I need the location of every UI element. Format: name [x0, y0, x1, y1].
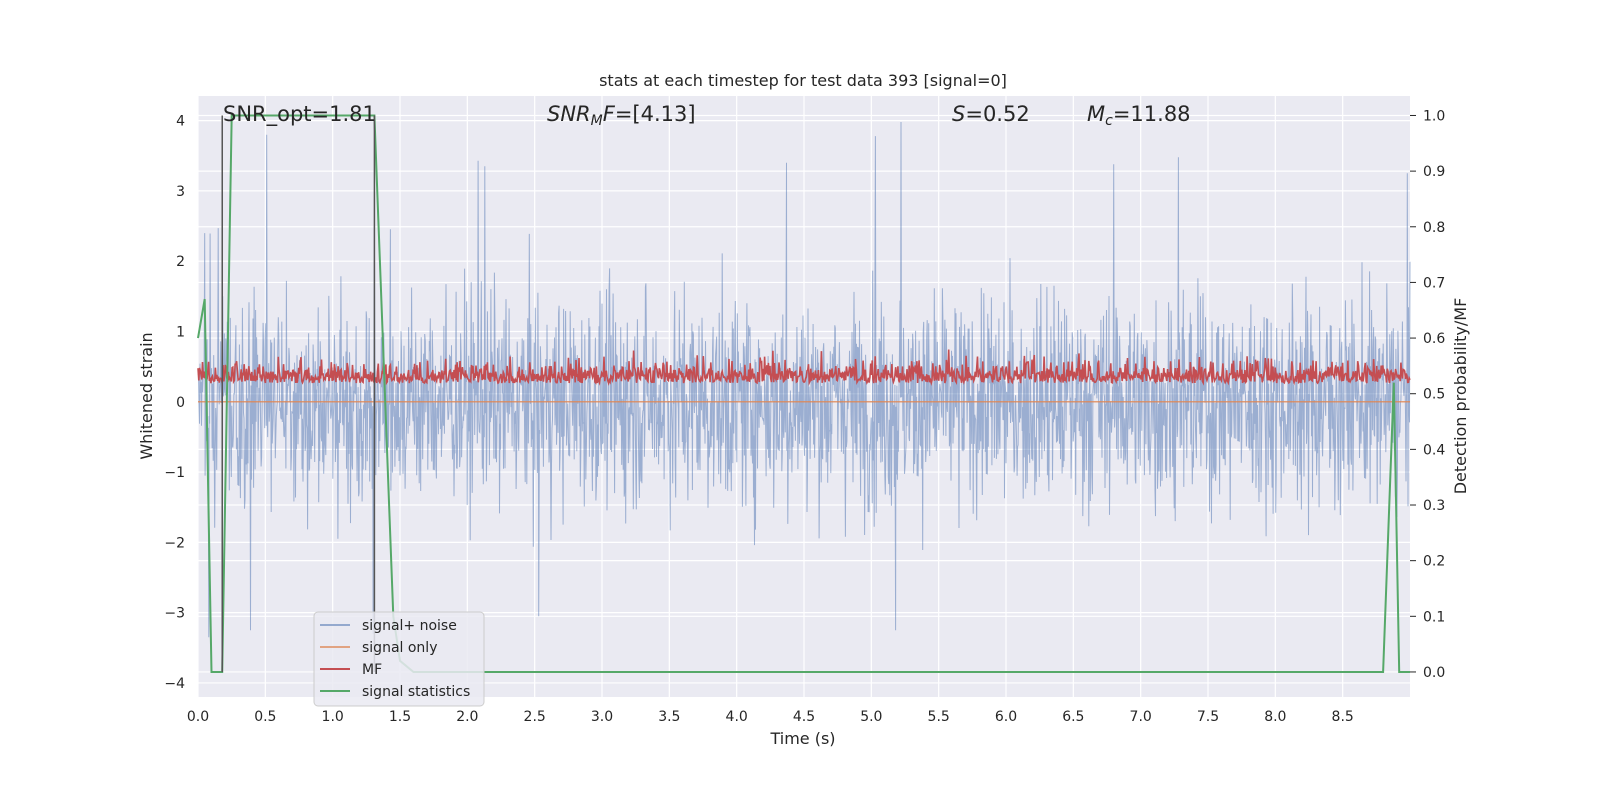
y2-axis-label: Detection probability/MF — [1451, 298, 1470, 495]
y2-tick-label: 0.3 — [1423, 498, 1445, 514]
series-mf — [197, 349, 1411, 387]
y2-tick-label: 1.0 — [1423, 108, 1445, 124]
y2-tick-label: 0.0 — [1423, 665, 1445, 681]
x-tick-label: 0.0 — [187, 709, 209, 725]
y-tick-label: 2 — [176, 254, 185, 270]
y-tick-label: −1 — [164, 465, 185, 481]
x-tick-label: 0.5 — [254, 709, 276, 725]
x-tick-label: 6.5 — [1062, 709, 1084, 725]
legend-box — [313, 611, 485, 707]
y2-tick-label: 0.2 — [1423, 554, 1445, 570]
x-tick-label: 7.5 — [1197, 709, 1219, 725]
x-tick-label: 5.0 — [860, 709, 882, 725]
signal-noise-line — [197, 121, 1411, 638]
x-tick-label: 6.0 — [995, 709, 1017, 725]
x-tick-label: 8.0 — [1264, 709, 1286, 725]
chart-title: stats at each timestep for test data 393… — [599, 71, 1007, 90]
x-tick-label: 2.5 — [524, 709, 546, 725]
annotation-mc-value: =11.88 — [1113, 102, 1191, 126]
annotation-s-value: =0.52 — [965, 102, 1029, 126]
x-tick-label: 1.0 — [322, 709, 344, 725]
x-tick-label: 4.0 — [726, 709, 748, 725]
legend-entry-signal-noise: signal+ noise — [362, 618, 457, 634]
x-tick-label: 1.5 — [389, 709, 411, 725]
legend: signal+ noise signal only MF signal stat… — [313, 611, 485, 707]
x-tick-label: 8.5 — [1332, 709, 1354, 725]
y-tick-label: −4 — [164, 676, 185, 692]
y2-tick-label: 0.9 — [1423, 164, 1445, 180]
mf-line — [197, 349, 1411, 387]
x-tick-label: 2.0 — [456, 709, 478, 725]
y-tick-label: 4 — [176, 114, 185, 130]
y-tick-label: 1 — [176, 324, 185, 340]
legend-entry-signal-only: signal only — [362, 640, 437, 656]
x-tick-label: 4.5 — [793, 709, 815, 725]
y-axis-label: Whitened strain — [137, 332, 156, 459]
annotation-snr-mf: SNRMF=[4.13] — [547, 102, 696, 129]
x-tick-label: 3.0 — [591, 709, 613, 725]
y-tick-label: −3 — [164, 606, 185, 622]
x-tick-label: 3.5 — [658, 709, 680, 725]
y2-tick-label: 0.1 — [1423, 609, 1445, 625]
annotation-snr-mf-value: =[4.13] — [615, 102, 696, 126]
legend-entry-mf: MF — [362, 662, 382, 678]
annotation-snr-opt: SNR_opt=1.81 — [223, 102, 376, 127]
x-tick-label: 7.0 — [1130, 709, 1152, 725]
y-tick-label: 0 — [176, 395, 185, 411]
y-tick-label: −2 — [164, 535, 185, 551]
annotation-mc: Mc=11.88 — [1087, 102, 1191, 129]
vertical-markers — [221, 115, 376, 672]
y2-tick-label: 0.4 — [1423, 442, 1445, 458]
x-axis-label: Time (s) — [769, 729, 835, 748]
y2-tick-label: 0.6 — [1423, 331, 1445, 347]
legend-entry-signal-statistics: signal statistics — [362, 684, 470, 700]
series-signal-noise — [197, 121, 1411, 638]
ticks: 0.0 0.5 1.0 1.5 2.0 2.5 3.0 3.5 4.0 4.5 5.0 5.5 6.0 6… — [164, 108, 1445, 725]
y2-tick-label: 0.8 — [1423, 220, 1445, 236]
y2-tick-label: 0.5 — [1423, 387, 1445, 403]
x-tick-label: 5.5 — [928, 709, 950, 725]
y2-tick-label: 0.7 — [1423, 275, 1445, 291]
annotation-s: S=0.52 — [952, 102, 1030, 126]
y-tick-label: 3 — [176, 184, 185, 200]
